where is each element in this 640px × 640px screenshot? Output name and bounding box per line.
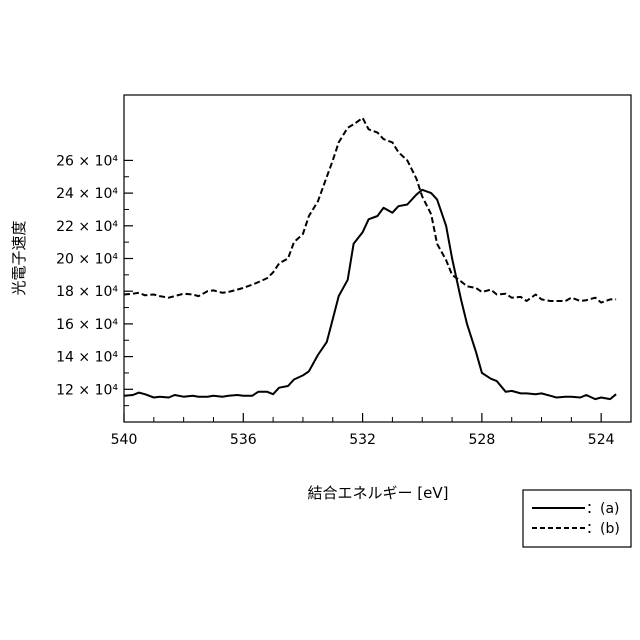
y-tick-label-5: 22 × 10⁴ [56,219,118,235]
x-tick-label-3: 528 [469,432,496,448]
x-tick-label-0: 540 [111,432,138,448]
y-tick-label-3: 18 × 10⁴ [56,284,118,300]
y-axis-ticks: 12 × 10⁴ 14 × 10⁴ 16 × 10⁴ 18 × 10⁴ 20 × 10⁴… [56,153,133,405]
x-tick-label-1: 536 [230,432,257,448]
y-tick-label-7: 26 × 10⁴ [56,153,118,169]
legend: ：(a) ：(b) [523,490,631,547]
y-axis-title: 光電子速度 [10,220,28,295]
series-b-line [124,118,616,303]
legend-label-b: ：(b) [586,521,620,537]
y-tick-label-6: 24 × 10⁴ [56,186,118,202]
series-a-line [124,190,616,399]
x-axis-ticks: 540 536 532 528 524 [111,413,631,448]
y-tick-label-1: 14 × 10⁴ [56,350,118,366]
legend-label-a: ：(a) [586,501,620,517]
x-axis-title: 結合エネルギー [eV] [308,484,449,502]
plot-frame [124,95,631,422]
x-tick-label-2: 532 [349,432,376,448]
legend-box [523,490,631,547]
y-tick-label-4: 20 × 10⁴ [56,252,118,268]
series-group [124,118,616,399]
y-tick-label-2: 16 × 10⁴ [56,317,118,333]
x-tick-label-4: 524 [588,432,615,448]
y-tick-label-0: 12 × 10⁴ [56,382,118,398]
